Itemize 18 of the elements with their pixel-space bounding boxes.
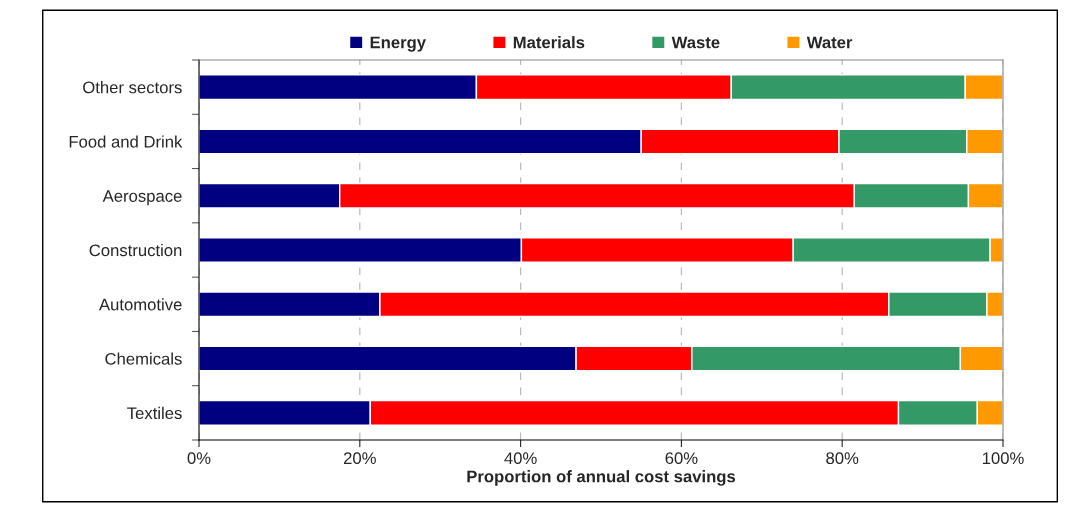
legend-label: Materials [513,36,585,49]
y-tick-label: Chemicals [105,352,182,365]
x-tick-label: 100% [982,452,1024,465]
x-tick-label: 80% [826,452,859,465]
y-tick-label: Textiles [127,406,182,420]
y-tick-label: Construction [89,243,182,257]
legend-label: Energy [370,36,426,52]
x-axis-title: Proportion of annual cost savings [467,470,736,486]
y-tick-label: Other sectors [83,81,182,94]
x-tick-label: 0% [187,452,211,465]
y-tick-label: Aerospace [102,190,182,206]
x-tick-label: 60% [665,452,698,465]
y-tick-label: Food and Drink [69,135,183,148]
legend-label: Waste [671,36,720,49]
legend-label: Water [806,36,853,49]
x-tick-label: 40% [504,452,537,465]
x-tick-label: 20% [343,452,376,465]
y-tick-label: Automotive [99,298,182,311]
